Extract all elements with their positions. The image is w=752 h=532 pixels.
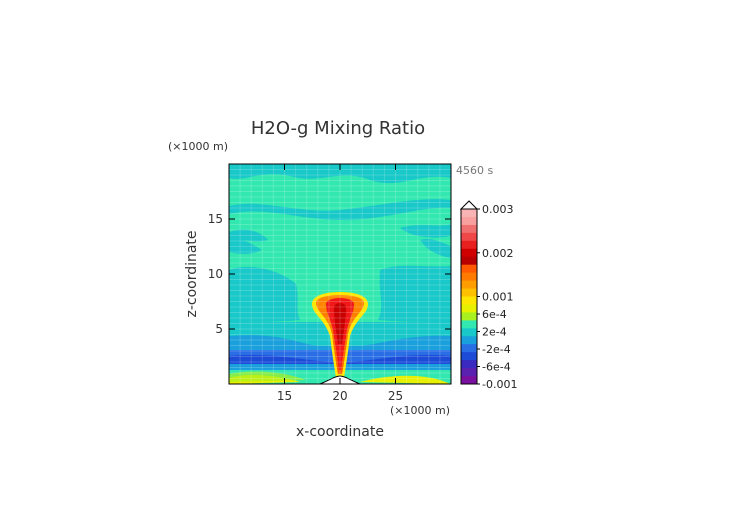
colorbar-swatch [461,352,477,361]
colorbar-swatch [461,304,477,313]
colorbar-swatch [461,328,477,337]
y-tick-label: 10 [208,267,223,281]
x-axis: 15 20 25 [277,164,403,403]
colorbar-swatch [461,360,477,369]
band-mid-extra-right [420,238,451,258]
band-mid-right [378,265,451,322]
y-unit-label: (×1000 m) [168,140,228,153]
colorbar-swatch [461,368,477,377]
colorbar: 0.003 0.002 0.001 6e-4 2e-4 -2e-4 -6e-4 -0.001 [459,200,517,391]
colorbar-swatch [461,216,477,226]
x-axis-label: x-coordinate [296,424,384,440]
surface-yellow-right [360,375,451,384]
x-tick-label: 25 [388,389,403,403]
colorbar-swatch [461,320,477,329]
colorbar-swatch [461,248,477,258]
x-tick-label: 15 [277,389,292,403]
y-axis-label: z-coordinate [184,230,200,317]
band-low-4 [229,354,451,366]
colorbar-label: -6e-4 [482,361,511,374]
grid-overlay [229,164,451,384]
colorbar-swatch [461,240,477,250]
colorbar-label: -0.001 [482,378,517,391]
band-upper-right-2 [400,224,451,238]
colorbar-label: 0.001 [482,291,514,304]
band-upper-left [229,199,451,220]
colorbar-swatch [461,280,477,290]
plume-inner [334,303,346,344]
x-tick-label: 20 [332,389,347,403]
colorbar-label: 2e-4 [482,326,507,339]
colorbar-label: 6e-4 [482,308,507,321]
band-low-2 [229,335,451,350]
colorbar-swatch [461,272,477,282]
chart-title: H2O-g Mixing Ratio [251,118,425,139]
y-tick-label: 5 [215,322,223,336]
contour-field [229,164,451,385]
y-axis: 5 10 15 [208,212,451,336]
colorbar-label: 0.002 [482,247,514,260]
colorbar-swatch [461,209,477,218]
colorbar-arrow [459,200,479,210]
colorbar-swatch [461,296,477,305]
colorbar-swatch [461,232,477,242]
colorbar-swatch [461,312,477,321]
band-mid-left [229,266,300,322]
colorbar-swatch [461,376,477,385]
colorbar-swatch [461,224,477,234]
colorbar-swatch [461,256,477,266]
band-mid-extra [229,238,262,254]
band-upper-right [229,229,268,242]
colorbar-label: -2e-4 [482,343,511,356]
colorbar-label: 0.003 [482,203,514,216]
colorbar-swatch [461,288,477,297]
colorbar-swatch [461,264,477,274]
colorbar-swatch [461,344,477,353]
time-label: 4560 s [456,164,493,177]
x-unit-label: (×1000 m) [390,404,450,417]
y-tick-label: 15 [208,212,223,226]
surface-lime [229,371,306,382]
colorbar-swatch [461,336,477,345]
